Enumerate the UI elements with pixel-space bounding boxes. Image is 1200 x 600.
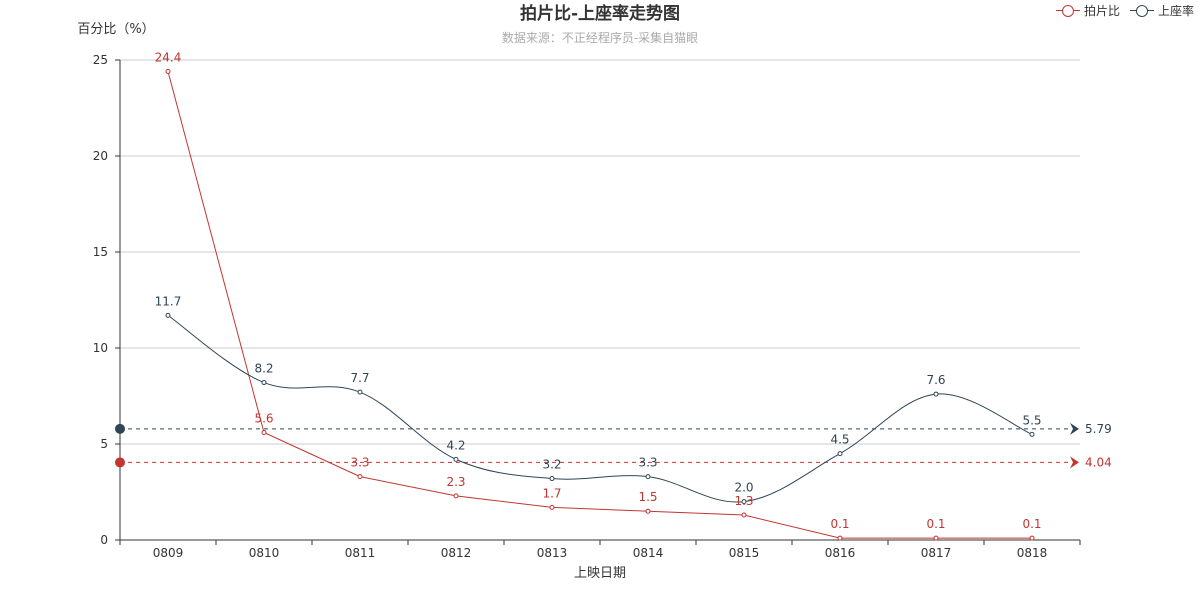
data-point[interactable] (453, 493, 459, 499)
y-tick-label: 5 (100, 437, 108, 451)
data-label: 5.5 (1022, 413, 1041, 427)
data-point[interactable] (741, 499, 747, 505)
data-point[interactable] (837, 451, 843, 457)
average-value-label: 5.79 (1085, 422, 1112, 436)
data-point[interactable] (357, 389, 363, 395)
data-label: 11.7 (155, 294, 182, 308)
data-point[interactable] (165, 312, 171, 318)
x-tick-label: 0813 (537, 546, 568, 560)
data-point[interactable] (645, 474, 651, 480)
x-tick-label: 0814 (633, 546, 664, 560)
x-tick-label: 0815 (729, 546, 760, 560)
x-tick-label: 0816 (825, 546, 856, 560)
series-line-0 (167, 71, 1032, 539)
data-label: 1.7 (542, 486, 561, 500)
x-tick-label: 0811 (345, 546, 376, 560)
average-value-label: 4.04 (1085, 455, 1112, 469)
data-label: 3.3 (350, 456, 369, 470)
y-tick-label: 25 (93, 53, 108, 67)
y-axis-label: 百分比（%） (77, 22, 154, 37)
y-tick-label: 10 (93, 341, 108, 355)
legend-label: 上座率 (1157, 4, 1194, 18)
data-point[interactable] (357, 474, 363, 480)
average-line-arrow-icon (1070, 456, 1079, 469)
y-tick-label: 20 (93, 149, 108, 163)
average-line-arrow-icon (1070, 422, 1079, 435)
y-tick-label: 15 (93, 245, 108, 259)
chart-subtitle: 数据来源：不正经程序员-采集自猫眼 (502, 30, 698, 45)
legend-item-paipianbi[interactable]: 拍片比 (1055, 2, 1120, 19)
legend: 拍片比 上座率 (1055, 2, 1194, 19)
data-label: 7.6 (926, 373, 945, 387)
data-point[interactable] (1029, 535, 1035, 541)
data-label: 1.3 (734, 494, 753, 508)
data-point[interactable] (261, 429, 267, 435)
data-label: 8.2 (254, 362, 273, 376)
data-point[interactable] (741, 512, 747, 518)
data-point[interactable] (1029, 431, 1035, 437)
data-label: 4.2 (446, 438, 465, 452)
data-label: 24.4 (155, 51, 182, 65)
data-point[interactable] (837, 535, 843, 541)
data-label: 1.5 (638, 490, 657, 504)
x-tick-label: 0818 (1017, 546, 1048, 560)
average-line-start-marker (115, 457, 125, 468)
data-point[interactable] (165, 69, 171, 75)
data-point[interactable] (453, 456, 459, 462)
data-label: 2.3 (446, 475, 465, 489)
legend-line-circle-icon (1055, 4, 1080, 18)
x-axis-label: 上映日期 (574, 566, 626, 581)
data-point[interactable] (645, 508, 651, 514)
legend-line-circle-icon (1129, 4, 1154, 18)
data-label: 0.1 (1022, 517, 1041, 531)
data-point[interactable] (549, 504, 555, 510)
data-label: 4.5 (830, 433, 849, 447)
data-point[interactable] (933, 391, 939, 397)
x-tick-label: 0817 (921, 546, 952, 560)
x-tick-label: 0812 (441, 546, 472, 560)
x-tick-label: 0809 (153, 546, 184, 560)
average-line-start-marker (115, 423, 125, 434)
data-label: 0.1 (926, 517, 945, 531)
data-label: 3.3 (638, 456, 657, 470)
data-label: 5.6 (254, 411, 273, 425)
data-point[interactable] (261, 380, 267, 386)
legend-label: 拍片比 (1083, 4, 1120, 18)
data-point[interactable] (549, 476, 555, 482)
y-tick-label: 0 (100, 533, 108, 547)
data-label: 3.2 (542, 458, 561, 472)
data-label: 0.1 (830, 517, 849, 531)
data-label: 7.7 (350, 371, 369, 385)
legend-item-shangzuolv[interactable]: 上座率 (1129, 2, 1194, 19)
x-tick-label: 0810 (249, 546, 280, 560)
series-line-1 (167, 314, 1033, 503)
data-point[interactable] (933, 535, 939, 541)
chart-title: 拍片比-上座率走势图 (520, 3, 680, 24)
data-label: 2.0 (734, 481, 753, 495)
